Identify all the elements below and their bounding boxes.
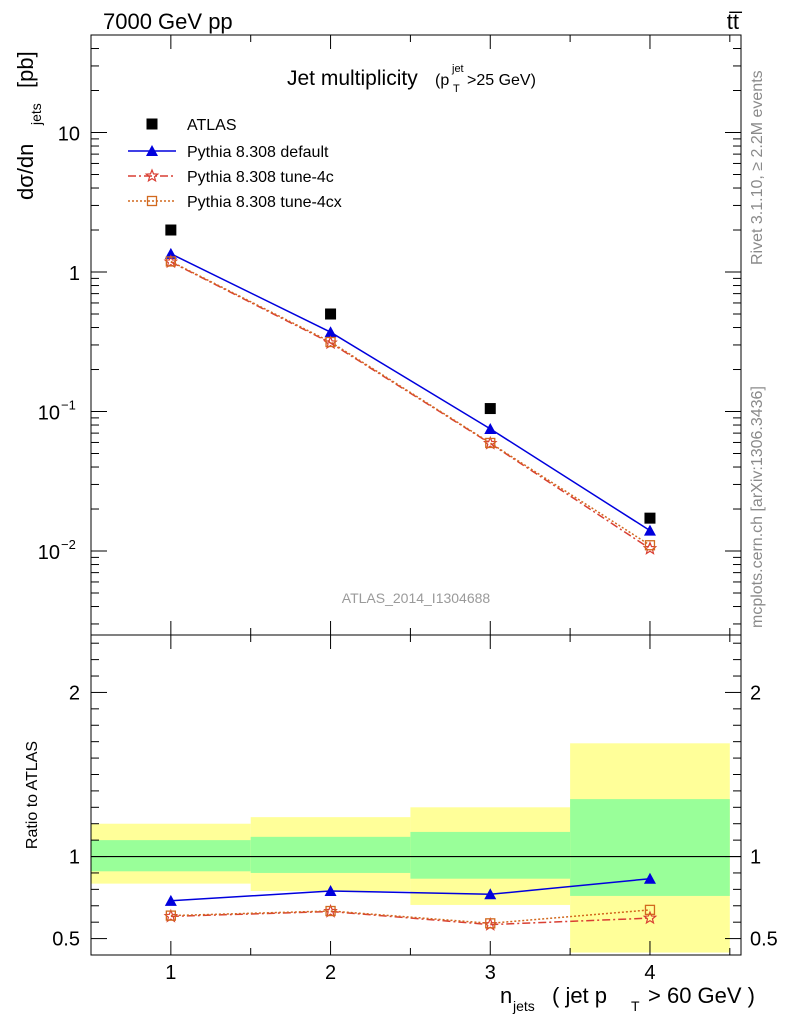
legend-label-pythia-default: Pythia 8.308 default — [187, 144, 329, 161]
ratio-point-pythia-8-308-tune-4c — [642, 910, 658, 925]
analysis-label: ATLAS_2014_I1304688 — [342, 590, 491, 606]
ratio-ytick-label: 2 — [69, 682, 80, 704]
ratio-point-pythia-8-308-default — [643, 872, 656, 884]
main-ylabel-unit: [pb] — [13, 51, 38, 88]
main-series-lines — [170, 253, 651, 550]
main-series-line-pythia-8-308-tune-4c — [170, 261, 651, 550]
xlabel-main: n — [500, 983, 512, 1008]
main-title: Jet multiplicity — [287, 67, 418, 90]
main-point-pythia-8-308-default — [164, 247, 177, 259]
process-label: tt̅ — [727, 9, 743, 34]
main-series-line-pythia-8-308-tune-4cx — [170, 260, 651, 546]
ratio-band-inner — [410, 831, 571, 879]
ratio-ytick-label-right: 2 — [750, 682, 761, 704]
legend-marker-pythia-8-308-tune-4cx — [146, 195, 158, 207]
ratio-ytick-label-right: 0.5 — [750, 929, 778, 951]
legend-marker-pythia-8-308-tune-4c — [144, 168, 160, 183]
ratio-point-pythia-8-308-default — [484, 888, 497, 900]
main-point-pythia-8-308-default — [324, 326, 337, 338]
ratio-point-pythia-8-308-tune-4cx — [165, 910, 177, 921]
ratio-xtick-label: 1 — [165, 962, 176, 984]
ratio-point-pythia-8-308-tune-4cx — [325, 905, 336, 917]
legend-entry-pythia-tune-4c: Pythia 8.308 tune-4c — [128, 168, 334, 186]
xlabel-mid: ( jet p — [552, 983, 607, 1008]
legend-entry-pythia-default: Pythia 8.308 default — [128, 144, 329, 161]
main-point-atlas — [165, 224, 177, 236]
mcplots-label: mcplots.cern.ch [arXiv:1306.3436] — [749, 386, 766, 628]
main-point-atlas — [325, 308, 337, 320]
main-point-pythia-8-308-tune-4cx — [325, 336, 336, 348]
main-series-markers — [163, 224, 658, 555]
ratio-ytick-label: 0.5 — [52, 929, 80, 951]
main-title-sub-sup: jet — [451, 63, 464, 75]
ratio-ticks: 1 2 3 4 0.5 0.5 1 1 2 2 — [52, 635, 778, 984]
xlabel-sub2: T — [631, 998, 640, 1014]
ratio-xtick-label: 4 — [644, 962, 655, 984]
legend-entry-pythia-tune-4cx: Pythia 8.308 tune-4cx — [128, 194, 342, 211]
main-point-pythia-8-308-tune-4cx — [485, 437, 496, 449]
ratio-point-pythia-8-308-tune-4cx — [485, 918, 496, 929]
legend-label-pythia-tune-4cx: Pythia 8.308 tune-4cx — [187, 194, 342, 211]
ratio-band-inner — [91, 840, 251, 872]
main-ytick-label: 10 — [38, 403, 60, 425]
ratio-panel: 1 2 3 4 0.5 0.5 1 1 2 2 Ratio to ATLAS n jets ( j… — [24, 634, 778, 1014]
main-ytick-exponent: −2 — [61, 537, 76, 552]
main-ytick-label: 1 — [69, 263, 80, 285]
ratio-point-pythia-8-308-tune-4cx — [644, 904, 656, 916]
xlabel-sub: jets — [512, 998, 535, 1014]
main-ytick-exponent: −1 — [61, 398, 76, 413]
main-point-pythia-8-308-default — [643, 524, 656, 536]
legend: ATLAS Pythia 8.308 default Pythia 8.308 … — [128, 117, 342, 211]
rivet-label: Rivet 3.1.10, ≥ 2.2M events — [749, 70, 766, 265]
legend-entry-atlas: ATLAS — [146, 117, 237, 134]
xlabel-end: > 60 GeV ) — [648, 983, 755, 1008]
ratio-series-line-pythia-8-308-default — [170, 877, 651, 902]
main-ytick-label: 10 — [38, 542, 60, 564]
ratio-plot-frame — [90, 634, 742, 956]
main-point-pythia-8-308-tune-4cx — [644, 540, 656, 551]
main-point-pythia-8-308-default — [484, 422, 497, 434]
ratio-series-markers — [163, 872, 658, 931]
ratio-band-inner — [250, 836, 411, 873]
ratio-bands — [91, 743, 741, 953]
main-title-sub-sub: T — [453, 83, 460, 95]
ratio-xtick-label: 2 — [325, 962, 336, 984]
legend-marker-pythia-8-308-default — [146, 145, 158, 156]
main-point-atlas — [644, 512, 656, 524]
main-ylabel-sub: jets — [28, 103, 44, 126]
ratio-series-line-pythia-8-308-tune-4cx — [170, 909, 651, 925]
energy-label: 7000 GeV pp — [103, 9, 233, 34]
legend-marker-atlas — [146, 118, 158, 130]
ratio-ytick-label: 1 — [69, 847, 80, 869]
main-point-pythia-8-308-tune-4cx — [165, 256, 177, 267]
ratio-series-lines — [170, 877, 651, 926]
legend-label-pythia-tune-4c: Pythia 8.308 tune-4c — [187, 169, 334, 186]
ratio-point-pythia-8-308-default — [164, 894, 177, 906]
ratio-point-pythia-8-308-default — [324, 885, 337, 896]
main-point-atlas — [484, 403, 496, 415]
main-series-line-pythia-8-308-default — [170, 253, 651, 532]
main-ylabel: dσ/dn — [13, 144, 38, 200]
main-title-sub: (p — [435, 72, 449, 89]
ratio-xtick-label: 3 — [485, 962, 496, 984]
main-ytick-label: 10 — [58, 124, 80, 146]
ratio-xlabel: n jets ( jet p T > 60 GeV ) — [500, 983, 755, 1014]
legend-label-atlas: ATLAS — [187, 117, 237, 134]
ratio-ytick-label-right: 1 — [750, 847, 761, 869]
ratio-ylabel: Ratio to ATLAS — [24, 741, 41, 849]
main-title-sub-rest: >25 GeV) — [467, 72, 536, 89]
